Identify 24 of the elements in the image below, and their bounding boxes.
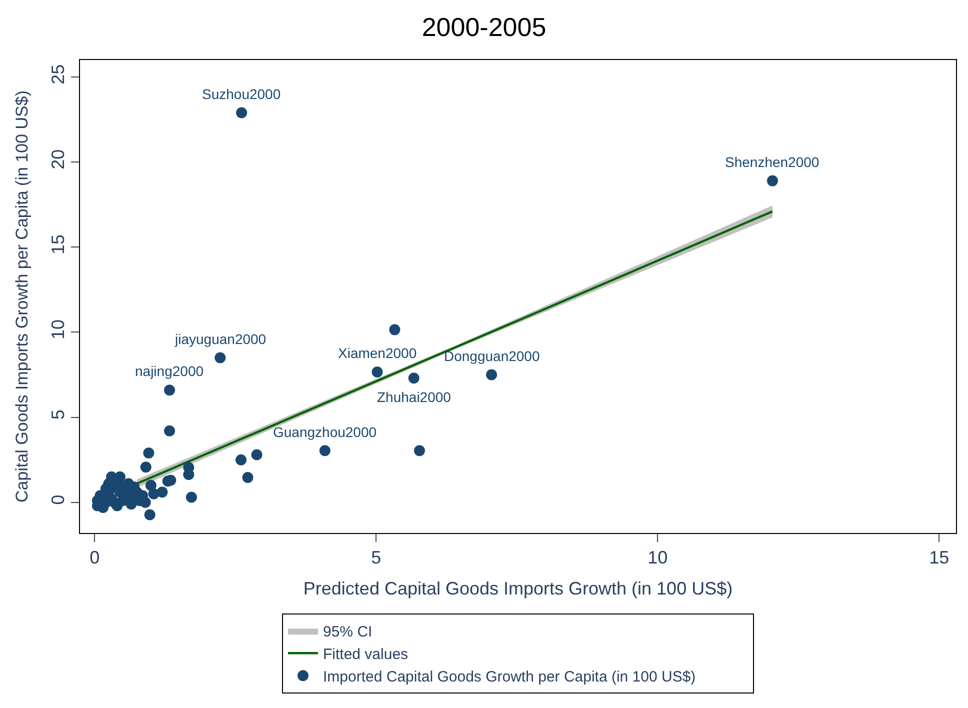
annotation: Shenzhen2000 — [725, 154, 820, 170]
annotation: najing2000 — [135, 363, 204, 379]
annotation: Zhuhai2000 — [377, 389, 452, 405]
annotation: Guangzhou2000 — [273, 424, 377, 440]
annotation: Xiamen2000 — [338, 345, 417, 361]
legend-label: Imported Capital Goods Growth per Capita (in 100 US$) — [323, 668, 696, 686]
annotation: Dongguan2000 — [444, 348, 540, 364]
y-tick-label: 20 — [48, 149, 68, 170]
x-tick-label: 10 — [648, 548, 668, 568]
y-axis-title: Capital Goods Imports Growth per Capita (in 100 US$) — [12, 90, 32, 502]
y-tick-label: 5 — [48, 410, 68, 420]
annotation: Suzhou2000 — [202, 86, 281, 102]
y-tick-label: 0 — [48, 494, 68, 505]
y-tick-label: 25 — [48, 64, 68, 84]
x-axis-title: Predicted Capital Goods Imports Growth (in 100 US$) — [303, 578, 733, 599]
legend-label: Fitted values — [323, 646, 408, 664]
annotation: jiayuguan2000 — [174, 331, 266, 347]
x-tick-label: 5 — [371, 548, 382, 568]
x-tick-label: 0 — [90, 548, 100, 568]
y-tick-label: 10 — [48, 320, 68, 340]
x-tick-label: 15 — [929, 548, 950, 568]
chart-title: 2000-2005 — [422, 12, 546, 42]
y-tick-label: 15 — [48, 234, 68, 254]
text: 95% CI — [323, 624, 372, 641]
